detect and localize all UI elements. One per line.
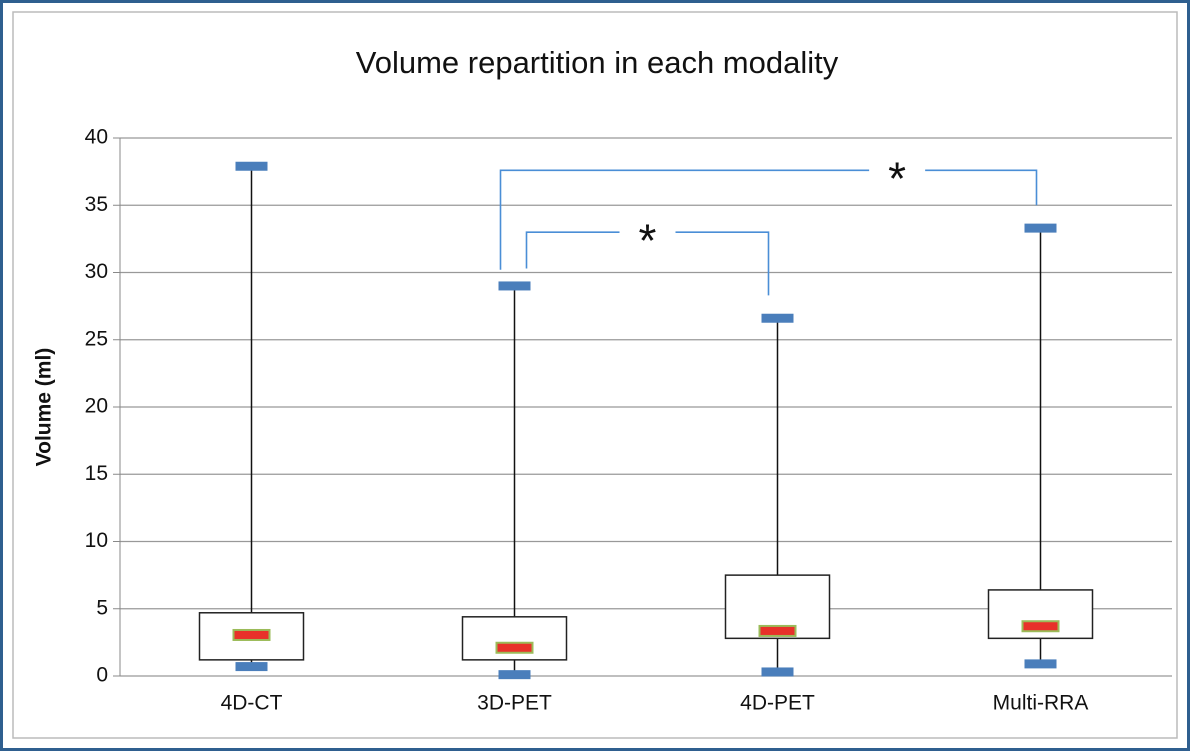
bracket	[525, 231, 620, 269]
x-tick-label: 4D-CT	[221, 692, 283, 715]
x-tick-label: 3D-PET	[477, 692, 552, 715]
min-marker	[235, 662, 268, 672]
inner-frame	[12, 11, 1178, 739]
median-marker	[495, 641, 534, 654]
min-marker	[498, 670, 531, 680]
significance-mark: *	[888, 152, 906, 204]
y-axis-label: Volume (ml)	[33, 348, 56, 467]
max-marker	[235, 161, 268, 171]
y-tick-label: 30	[85, 260, 108, 283]
y-tick-label: 35	[85, 193, 108, 216]
median-marker	[232, 628, 271, 641]
bracket	[675, 231, 770, 296]
median-marker	[758, 624, 797, 637]
max-marker	[498, 281, 531, 291]
y-tick-label: 15	[85, 462, 108, 485]
y-tick-label: 40	[85, 126, 108, 149]
median-marker	[1021, 620, 1060, 633]
significance-mark: *	[639, 214, 657, 266]
chart-title: Volume repartition in each modality	[356, 45, 839, 80]
bracket	[925, 169, 1038, 206]
max-marker	[1024, 223, 1057, 233]
min-marker	[761, 667, 794, 677]
y-tick-label: 10	[85, 529, 108, 552]
min-marker	[1024, 659, 1057, 669]
y-tick-label: 25	[85, 327, 108, 350]
y-tick-label: 5	[96, 596, 108, 619]
bracket	[499, 169, 870, 270]
x-tick-label: Multi-RRA	[993, 692, 1089, 715]
y-tick-label: 0	[96, 664, 108, 687]
max-marker	[761, 313, 794, 323]
x-tick-label: 4D-PET	[740, 692, 815, 715]
y-tick-label: 20	[85, 395, 108, 418]
